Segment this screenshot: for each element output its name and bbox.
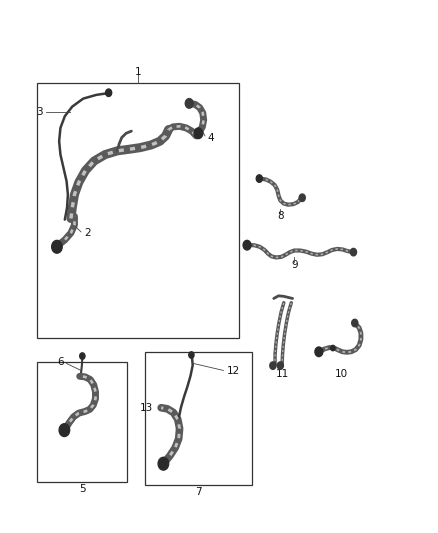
Circle shape [59,424,70,437]
Text: 5: 5 [79,484,86,494]
Circle shape [243,240,251,250]
Circle shape [256,175,262,182]
Text: 12: 12 [226,366,240,376]
Circle shape [158,457,169,470]
Text: 7: 7 [195,487,202,497]
Text: 11: 11 [276,369,289,379]
Circle shape [189,352,194,358]
Circle shape [194,128,203,139]
Text: 13: 13 [140,403,153,413]
Circle shape [106,89,112,96]
Text: 6: 6 [57,358,64,367]
Text: 9: 9 [291,261,298,270]
Circle shape [350,248,357,256]
Circle shape [270,362,276,369]
Text: 2: 2 [84,228,91,238]
Text: 4: 4 [207,133,214,142]
Text: 3: 3 [36,107,43,117]
Text: 1: 1 [134,67,141,77]
Circle shape [80,353,85,359]
Circle shape [299,194,305,201]
Circle shape [277,362,283,369]
Bar [37,362,127,482]
Circle shape [52,240,62,253]
Circle shape [331,345,335,351]
Text: 10: 10 [335,369,348,379]
Text: 8: 8 [277,211,284,221]
Bar [37,83,239,338]
Bar [145,352,252,485]
Circle shape [185,99,193,108]
Circle shape [315,347,323,357]
Circle shape [352,319,358,327]
